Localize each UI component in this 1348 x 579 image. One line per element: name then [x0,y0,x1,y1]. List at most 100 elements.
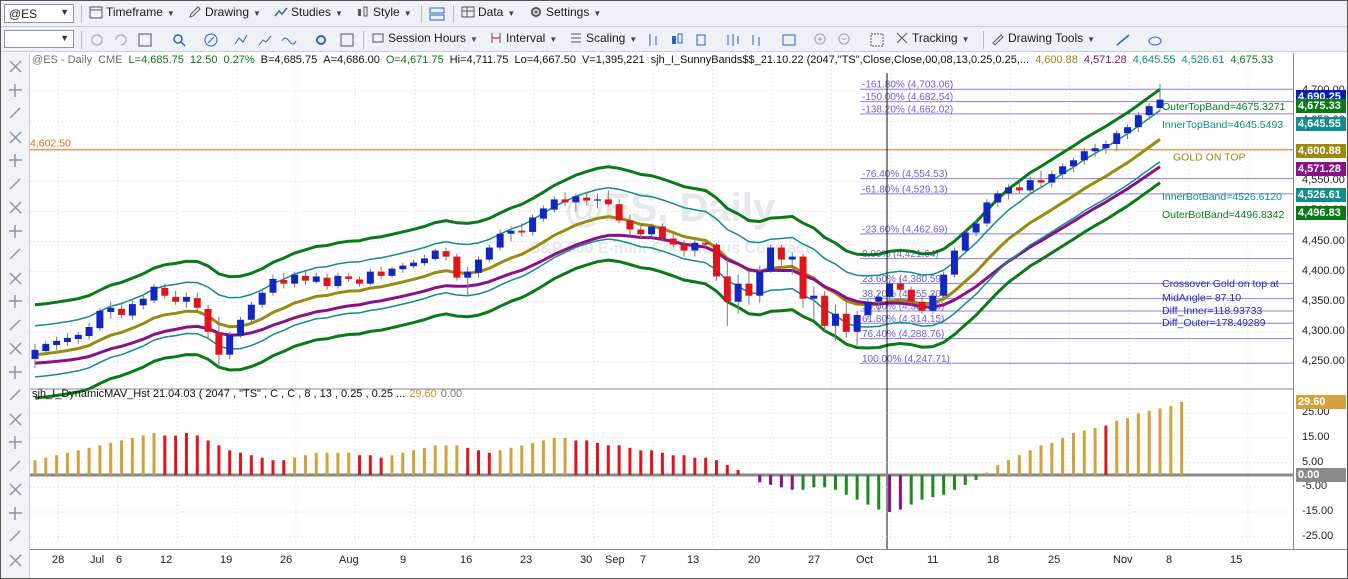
strategy-icon[interactable] [313,32,329,48]
ellipse-icon[interactable] [7,387,24,404]
drawing-tools-menu[interactable]: Drawing Tools ▼ [991,31,1095,49]
zoom-in-icon[interactable] [813,32,829,48]
candle-body [994,193,1002,203]
time-tick-label: Nov [1113,554,1133,566]
wave-icon[interactable] [281,32,297,48]
status-volume: V=1,395,221 [581,54,645,66]
drawing-menu[interactable]: Drawing ▼ [188,5,261,23]
candle-body [561,199,569,203]
stack-icon[interactable] [7,317,24,334]
candle-body [712,244,720,277]
style-menu[interactable]: Style ▼ [356,5,412,23]
candle-body [215,333,223,355]
bars-alt-icon[interactable] [749,32,765,48]
studies-menu[interactable]: Studies ▼ [274,5,343,23]
status-high: Hi=4,711.75 [449,54,509,66]
candle-body [756,271,764,296]
reload-icon[interactable] [113,32,129,48]
refresh-icon[interactable] [89,32,105,48]
price-chart[interactable]: @ES, Daily S&P 500 E-mini Continuous Cont… [30,53,1293,549]
candle-body [31,349,39,359]
status-low: Lo=4,667.50 [514,54,576,66]
pencil-icon[interactable] [7,129,24,146]
text-icon[interactable] [7,246,24,263]
layout-icon[interactable] [137,32,153,48]
chart-analysis-icon[interactable] [257,32,273,48]
pitchfork-icon[interactable] [7,411,24,428]
fib-label: -161.80% (4,703.06) [862,80,953,91]
chevron-down-icon[interactable]: ▼ [60,33,69,43]
arrow-up-icon[interactable] [7,458,24,475]
style-label: Style [373,5,400,19]
tracking-menu[interactable]: Tracking ▼ [895,31,970,49]
candle-body [626,220,634,230]
time-tick-label: 30 [580,554,593,566]
price-scale[interactable]: 4,700.004,650.004,600.004,550.004,500.00… [1293,53,1347,549]
crosshair-icon[interactable] [869,32,885,48]
price-tick-label: 4,450.00 [1302,234,1345,247]
fib-label: -76.40% (4,554.53) [862,169,948,180]
indicator-icon[interactable] [233,32,249,48]
bar-chart-icon[interactable] [645,32,661,48]
candle-body [550,199,558,210]
candle-body [864,301,872,315]
rect-icon[interactable] [7,528,24,545]
zoom-out-icon[interactable] [837,32,853,48]
annotation-gold-on_top: GOLD ON TOP [1173,152,1246,164]
trendline-icon[interactable] [1115,32,1131,48]
bars-icon[interactable] [7,270,24,287]
workspace-icon[interactable] [429,6,445,22]
fib-icon[interactable] [7,223,24,240]
pencil-icon [189,6,201,18]
session-hours-label: Session Hours [388,31,467,45]
hollow-candle-icon[interactable] [693,32,709,48]
time-tick-label: 8 [1166,554,1173,566]
timeframe-menu[interactable]: Timeframe ▼ [89,5,175,23]
search-icon[interactable] [171,32,187,48]
menu-icon[interactable] [7,340,24,357]
candle-body [323,277,331,287]
main-toolbar: @ES ▼ Timeframe ▼ Drawing ▼ Studies ▼ Style… [1,1,1347,27]
symbol-value: @ES [9,7,38,21]
candle-body [896,283,904,290]
candlestick-icon[interactable] [669,32,685,48]
symbol-input[interactable]: @ES ▼ [4,4,74,23]
chevron-down-icon[interactable]: ▼ [60,7,69,17]
candle-body [875,296,883,302]
scaling-menu[interactable]: Scaling ▼ [569,31,637,49]
grid-icon[interactable] [7,293,24,310]
time-axis[interactable]: 28 Jul 6 12 19 26 Aug 9 16 23 30 Sep 7 13 20 27 Oct 11 18 2… [30,549,1347,577]
candle-body [1015,187,1023,191]
ruler-icon[interactable] [7,176,24,193]
interval-menu[interactable]: Interval ▼ [489,31,557,49]
arrow-down-icon[interactable] [7,481,24,498]
line-icon[interactable] [7,152,24,169]
settings-menu[interactable]: Settings ▼ [529,5,601,23]
circle-icon[interactable] [7,505,24,522]
status-exchange: CME [98,54,123,66]
annotation-diff-inner: Diff_Inner=118.93733 [1162,305,1262,317]
gann-icon[interactable] [7,364,24,381]
data-menu[interactable]: Data ▼ [461,5,515,23]
time-tick-label: 11 [927,554,939,566]
oscillator-status-line: sjh_I_DynamicMAV_Hst 21.04.03 ( 2047 , "… [32,388,466,400]
session-hours-menu[interactable]: Session Hours ▼ [371,31,478,49]
oscillator-zero-tag: 0.00 [1296,467,1346,482]
channel-icon[interactable] [7,199,24,216]
cloud-icon[interactable] [1147,32,1163,48]
interval-input[interactable]: ▼ [4,30,74,48]
crosshair-icon[interactable] [7,82,24,99]
triangle-icon[interactable] [7,552,24,569]
bars-icon[interactable] [725,32,741,48]
arc-icon[interactable] [7,434,24,451]
time-tick-label: 13 [687,554,700,566]
price-tag: 4,571.28 [1296,161,1346,176]
compass-icon[interactable] [203,32,219,48]
style-icon [358,6,368,17]
time-tick-label: 7 [640,554,647,566]
panel-icon[interactable] [781,32,797,48]
wrench-icon[interactable] [7,105,24,122]
grid-view-icon[interactable] [339,32,355,48]
pointer-icon[interactable] [7,58,24,75]
status-bid: B=4,685.75 [260,54,318,66]
